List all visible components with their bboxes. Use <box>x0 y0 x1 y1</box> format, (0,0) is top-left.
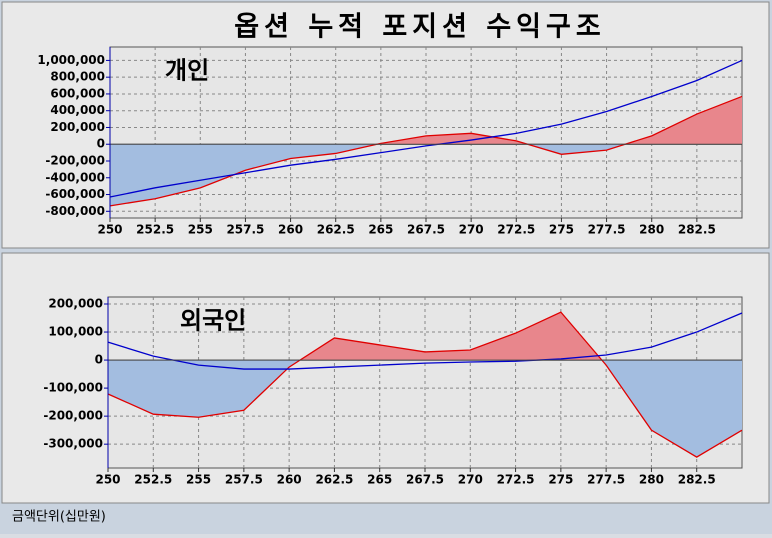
x-tick-label: 260 <box>278 223 303 237</box>
x-tick-label: 280 <box>639 473 664 487</box>
x-tick-label: 252.5 <box>136 223 174 237</box>
x-tick-label: 282.5 <box>678 473 716 487</box>
y-tick-label: -300,000 <box>43 437 103 451</box>
y-tick-label: -800,000 <box>45 204 105 218</box>
x-tick-label: 255 <box>186 473 211 487</box>
x-tick-label: 282.5 <box>678 223 716 237</box>
y-tick-label: -200,000 <box>43 409 103 423</box>
y-tick-label: -600,000 <box>45 187 105 201</box>
annotation: 개인 <box>165 56 209 85</box>
x-tick-label: 260 <box>277 473 302 487</box>
x-tick-label: 252.5 <box>134 473 172 487</box>
y-tick-label: 1,000,000 <box>37 53 105 67</box>
series-line <box>107 311 743 458</box>
x-tick-label: 280 <box>639 223 664 237</box>
y-tick-label: 100,000 <box>48 325 103 339</box>
y-tick-label: 200,000 <box>48 297 103 311</box>
x-tick-label: 257.5 <box>226 223 264 237</box>
y-tick-label: -400,000 <box>45 170 105 184</box>
x-tick-label: 265 <box>367 473 392 487</box>
x-tick-label: 255 <box>188 223 213 237</box>
x-tick-label: 265 <box>368 223 393 237</box>
x-tick-label: 272.5 <box>497 223 535 237</box>
x-tick-label: 262.5 <box>315 473 353 487</box>
x-tick-label: 257.5 <box>225 473 263 487</box>
x-tick-label: 267.5 <box>407 223 445 237</box>
y-tick-label: 400,000 <box>50 103 105 117</box>
x-tick-label: 277.5 <box>587 473 625 487</box>
y-tick-label: -200,000 <box>45 154 105 168</box>
y-tick-label: 200,000 <box>50 120 105 134</box>
x-tick-label: 262.5 <box>317 223 355 237</box>
x-tick-label: 270 <box>459 223 484 237</box>
area-positive <box>110 96 742 145</box>
y-tick-label: -100,000 <box>43 381 103 395</box>
area-negative <box>108 360 742 458</box>
y-tick-label: 0 <box>97 137 105 151</box>
x-tick-label: 267.5 <box>406 473 444 487</box>
x-tick-label: 270 <box>458 473 483 487</box>
x-tick-label: 275 <box>549 223 574 237</box>
footnote: 금액단위(십만원) <box>12 510 106 525</box>
x-tick-label: 275 <box>548 473 573 487</box>
area-positive <box>300 312 602 361</box>
y-tick-label: 800,000 <box>50 70 105 84</box>
chart-title: 옵션 누적 포지션 수익구조 <box>234 12 605 43</box>
annotation: 외국인 <box>180 306 246 335</box>
series-line <box>109 59 743 198</box>
x-tick-label: 272.5 <box>497 473 535 487</box>
x-tick-label: 250 <box>97 223 122 237</box>
x-tick-label: 277.5 <box>588 223 626 237</box>
y-tick-label: 0 <box>95 353 103 367</box>
y-tick-label: 600,000 <box>50 86 105 100</box>
series-line <box>109 95 743 207</box>
area-negative <box>110 144 626 206</box>
x-tick-label: 250 <box>95 473 120 487</box>
series-line <box>107 312 743 370</box>
